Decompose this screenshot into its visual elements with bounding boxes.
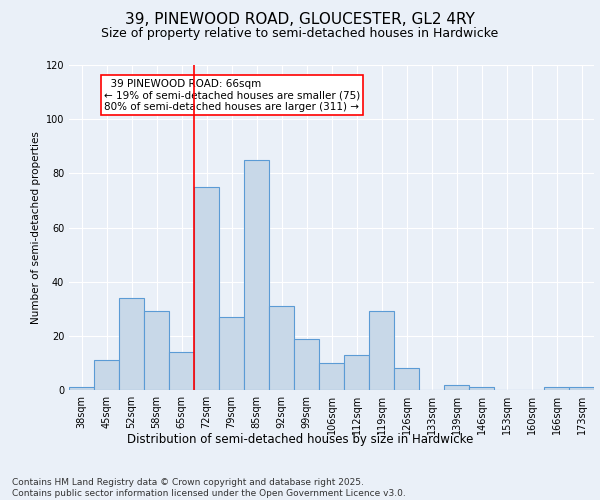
- Bar: [219, 317, 244, 390]
- Bar: [69, 388, 94, 390]
- Text: Size of property relative to semi-detached houses in Hardwicke: Size of property relative to semi-detach…: [101, 28, 499, 40]
- Bar: [394, 368, 419, 390]
- Bar: [444, 384, 469, 390]
- Bar: [244, 160, 269, 390]
- Bar: [369, 312, 394, 390]
- Bar: [269, 306, 294, 390]
- Bar: [144, 312, 169, 390]
- Bar: [119, 298, 144, 390]
- Bar: [344, 355, 369, 390]
- Bar: [94, 360, 119, 390]
- Text: 39 PINEWOOD ROAD: 66sqm
← 19% of semi-detached houses are smaller (75)
80% of se: 39 PINEWOOD ROAD: 66sqm ← 19% of semi-de…: [104, 78, 360, 112]
- Bar: [569, 388, 594, 390]
- Bar: [294, 338, 319, 390]
- Text: 39, PINEWOOD ROAD, GLOUCESTER, GL2 4RY: 39, PINEWOOD ROAD, GLOUCESTER, GL2 4RY: [125, 12, 475, 28]
- Bar: [469, 388, 494, 390]
- Y-axis label: Number of semi-detached properties: Number of semi-detached properties: [31, 131, 41, 324]
- Text: Contains HM Land Registry data © Crown copyright and database right 2025.
Contai: Contains HM Land Registry data © Crown c…: [12, 478, 406, 498]
- Bar: [319, 363, 344, 390]
- Bar: [169, 352, 194, 390]
- Text: Distribution of semi-detached houses by size in Hardwicke: Distribution of semi-detached houses by …: [127, 432, 473, 446]
- Bar: [544, 388, 569, 390]
- Bar: [194, 187, 219, 390]
